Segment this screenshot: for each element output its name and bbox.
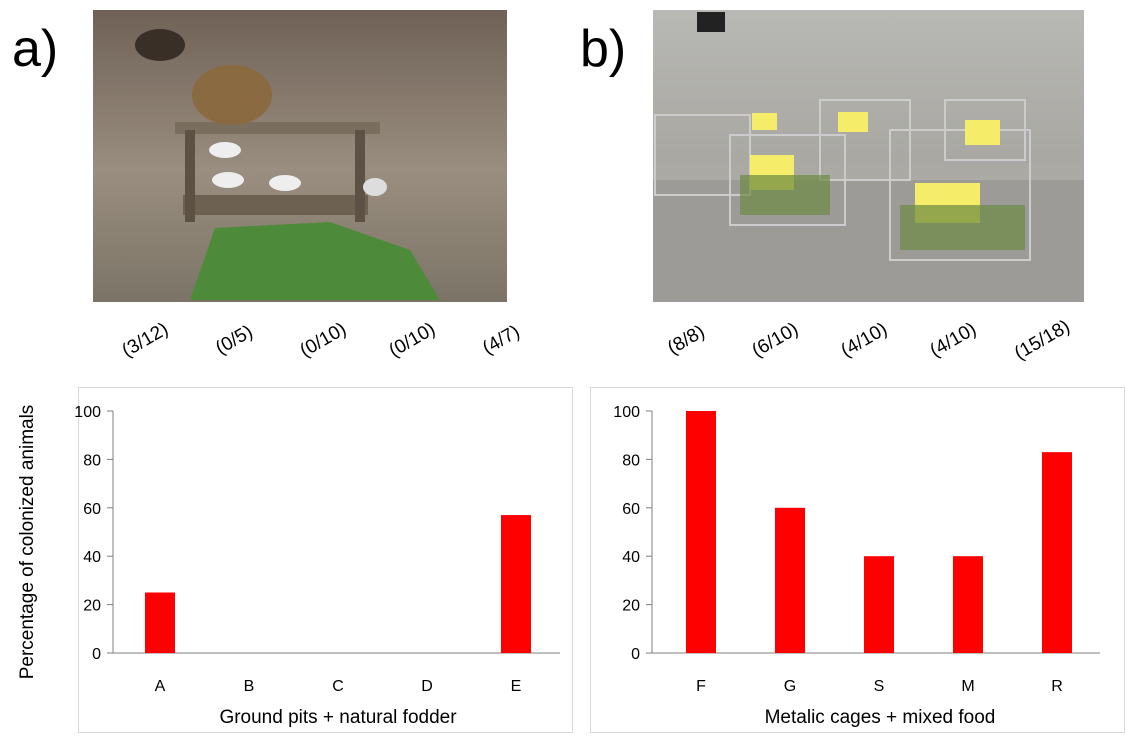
bar — [501, 515, 531, 653]
value-label: (15/18) — [1011, 316, 1074, 364]
bar — [775, 508, 805, 653]
panel-label: a) — [12, 20, 58, 78]
x-tick-label: D — [421, 678, 433, 695]
value-label: (0/10) — [297, 319, 350, 362]
y-tick-label: 80 — [622, 452, 640, 469]
photo-a — [93, 10, 507, 302]
x-tick-label: F — [696, 678, 706, 695]
y-tick-label: 20 — [622, 598, 640, 615]
figure: a) Percentage of colonized animals Ground … — [0, 0, 1126, 733]
value-label: (3/12) — [119, 319, 172, 362]
bar — [1042, 452, 1072, 653]
x-tick-label: G — [784, 678, 796, 695]
value-label: (8/8) — [664, 321, 708, 359]
x-tick-label: M — [961, 678, 974, 695]
y-axis-label: Percentage of colonized animals — [17, 405, 38, 680]
y-tick-label: 40 — [622, 549, 640, 566]
y-tick-label: 60 — [83, 501, 101, 518]
x-axis-label: Metalic cages + mixed food — [765, 707, 996, 728]
y-tick-label: 100 — [613, 404, 640, 421]
panel-label: b) — [580, 20, 626, 78]
x-tick-label: R — [1051, 678, 1063, 695]
x-tick-label: E — [511, 678, 522, 695]
chart-frame — [79, 388, 573, 733]
value-label: (6/10) — [749, 319, 802, 362]
x-tick-label: B — [244, 678, 255, 695]
photo-b — [653, 10, 1084, 302]
bar — [864, 556, 894, 653]
y-tick-label: 20 — [83, 598, 101, 615]
y-tick-label: 0 — [92, 646, 101, 663]
value-label: (4/7) — [479, 321, 523, 359]
value-label: (0/10) — [386, 319, 439, 362]
y-tick-label: 100 — [74, 404, 101, 421]
y-tick-label: 40 — [83, 549, 101, 566]
value-label: (4/10) — [927, 319, 980, 362]
bar — [953, 556, 983, 653]
x-tick-label: C — [332, 678, 344, 695]
bar — [686, 411, 716, 653]
y-tick-label: 0 — [631, 646, 640, 663]
y-tick-label: 60 — [622, 501, 640, 518]
bar — [145, 593, 175, 654]
value-label: (4/10) — [838, 319, 891, 362]
x-tick-label: A — [155, 678, 166, 695]
x-tick-label: S — [874, 678, 885, 695]
value-label: (0/5) — [212, 321, 256, 359]
x-axis-label: Ground pits + natural fodder — [219, 707, 457, 728]
y-tick-label: 80 — [83, 452, 101, 469]
